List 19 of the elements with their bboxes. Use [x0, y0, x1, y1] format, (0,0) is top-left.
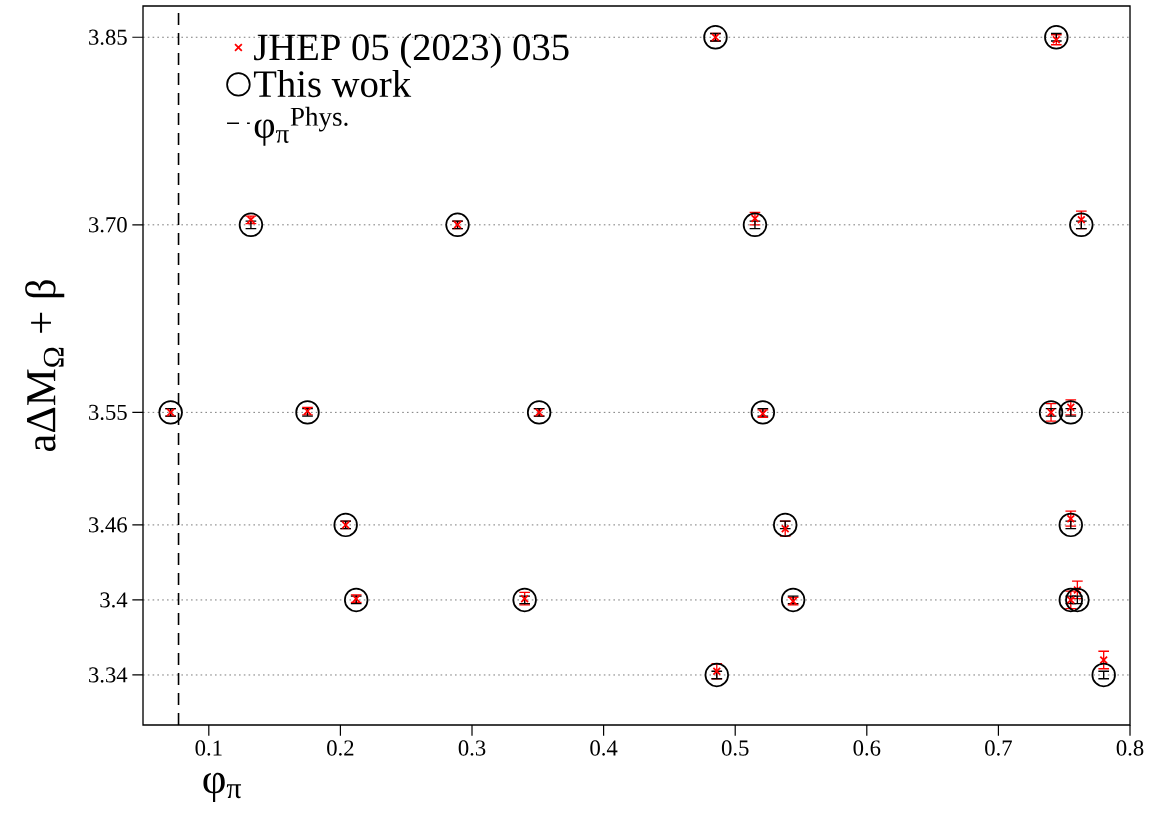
y-tick-label: 3.4 — [100, 592, 128, 608]
x-tick-label: 0.6 — [853, 740, 881, 756]
legend-label: JHEP 05 (2023) 035 — [254, 33, 569, 69]
ref-line-label: φ$_{π}$Phys. — [254, 106, 348, 146]
y-tick-label: 3.70 — [89, 217, 127, 233]
y-axis-title: aΔM$_{Ω}$ + β — [25, 280, 65, 452]
y-tick-label: 3.85 — [89, 29, 127, 45]
x-tick-label: 0.7 — [985, 740, 1012, 756]
legend-label: This work — [253, 69, 412, 98]
y-tick-label: 3.34 — [89, 667, 128, 683]
x-tick-label: 0.2 — [327, 740, 354, 756]
y-tick-label: 3.55 — [89, 404, 127, 421]
y-tick-label: 3.46 — [89, 517, 127, 533]
x-tick-label: 0.5 — [721, 740, 749, 756]
x-tick-label: 0.4 — [590, 740, 618, 756]
x-axis-title: φ$_{π}$ — [203, 772, 242, 803]
x-tick-label: 0.3 — [458, 740, 486, 756]
x-tick-label: 0.1 — [195, 740, 222, 756]
x-tick-label: 0.8 — [1116, 740, 1144, 756]
